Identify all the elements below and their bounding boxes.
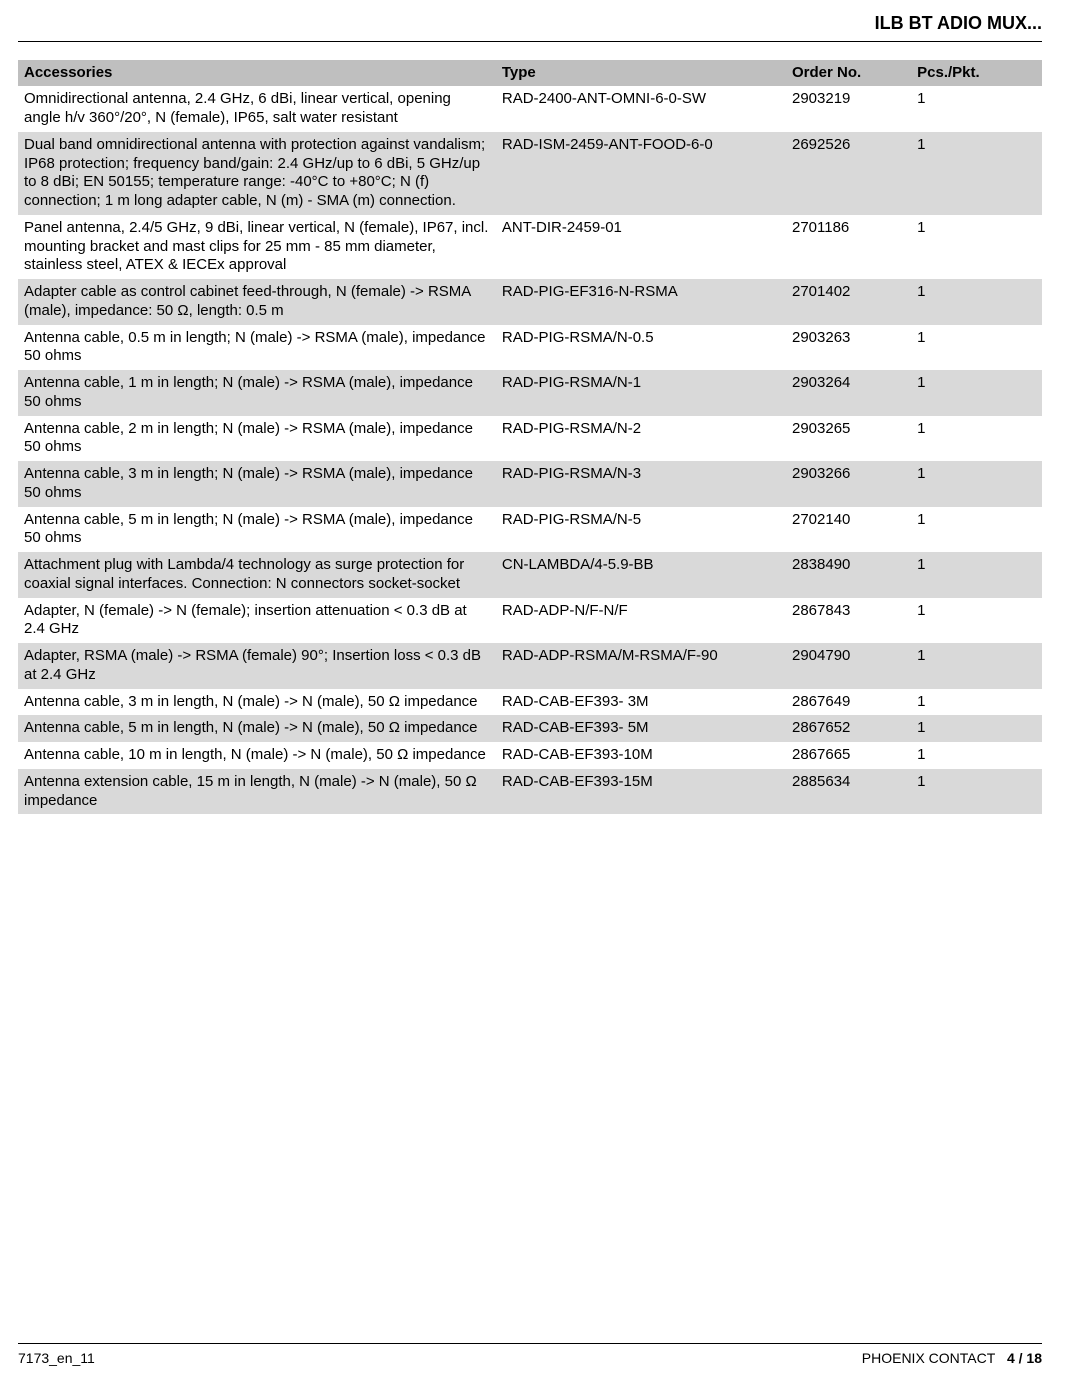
table-cell: 1 xyxy=(911,715,1042,742)
table-cell: 1 xyxy=(911,279,1042,325)
table-cell: 2903265 xyxy=(786,416,911,462)
table-cell: 2903219 xyxy=(786,86,911,132)
table-row: Antenna cable, 0.5 m in length; N (male)… xyxy=(18,325,1042,371)
footer-page-number: 4 / 18 xyxy=(1007,1350,1042,1366)
table-header-row: Accessories Type Order No. Pcs./Pkt. xyxy=(18,60,1042,87)
table-cell: 2885634 xyxy=(786,769,911,815)
table-cell: 1 xyxy=(911,132,1042,215)
table-cell: 1 xyxy=(911,325,1042,371)
table-cell: 1 xyxy=(911,507,1042,553)
table-row: Antenna cable, 10 m in length, N (male) … xyxy=(18,742,1042,769)
table-cell: 2904790 xyxy=(786,643,911,689)
table-cell: 2867649 xyxy=(786,689,911,716)
table-cell: 2903264 xyxy=(786,370,911,416)
footer-doc-id: 7173_en_11 xyxy=(18,1350,95,1368)
table-cell: Antenna cable, 1 m in length; N (male) -… xyxy=(18,370,496,416)
table-cell: Antenna cable, 3 m in length, N (male) -… xyxy=(18,689,496,716)
table-cell: RAD-ISM-2459-ANT-FOOD-6-0 xyxy=(496,132,786,215)
table-cell: Antenna cable, 3 m in length; N (male) -… xyxy=(18,461,496,507)
table-row: Antenna cable, 3 m in length; N (male) -… xyxy=(18,461,1042,507)
table-row: Antenna cable, 5 m in length, N (male) -… xyxy=(18,715,1042,742)
table-cell: RAD-PIG-EF316-N-RSMA xyxy=(496,279,786,325)
table-cell: Antenna cable, 10 m in length, N (male) … xyxy=(18,742,496,769)
table-cell: Adapter, RSMA (male) -> RSMA (female) 90… xyxy=(18,643,496,689)
table-cell: RAD-PIG-RSMA/N-5 xyxy=(496,507,786,553)
col-header-order-no: Order No. xyxy=(786,60,911,87)
table-cell: RAD-PIG-RSMA/N-2 xyxy=(496,416,786,462)
table-row: Antenna extension cable, 15 m in length,… xyxy=(18,769,1042,815)
table-cell: 2903263 xyxy=(786,325,911,371)
col-header-accessories: Accessories xyxy=(18,60,496,87)
table-cell: Antenna cable, 2 m in length; N (male) -… xyxy=(18,416,496,462)
table-cell: 1 xyxy=(911,598,1042,644)
table-cell: 2903266 xyxy=(786,461,911,507)
table-cell: 2867665 xyxy=(786,742,911,769)
table-cell: Adapter, N (female) -> N (female); inser… xyxy=(18,598,496,644)
table-cell: 2867652 xyxy=(786,715,911,742)
table-cell: RAD-CAB-EF393- 5M xyxy=(496,715,786,742)
table-row: Adapter, RSMA (male) -> RSMA (female) 90… xyxy=(18,643,1042,689)
table-cell: 1 xyxy=(911,86,1042,132)
table-cell: RAD-CAB-EF393-15M xyxy=(496,769,786,815)
table-cell: 1 xyxy=(911,215,1042,279)
table-cell: RAD-2400-ANT-OMNI-6-0-SW xyxy=(496,86,786,132)
table-row: Antenna cable, 1 m in length; N (male) -… xyxy=(18,370,1042,416)
table-cell: RAD-CAB-EF393-10M xyxy=(496,742,786,769)
table-cell: 1 xyxy=(911,461,1042,507)
table-row: Antenna cable, 5 m in length; N (male) -… xyxy=(18,507,1042,553)
table-cell: 1 xyxy=(911,742,1042,769)
footer-company: PHOENIX CONTACT xyxy=(862,1350,996,1366)
table-cell: 2867843 xyxy=(786,598,911,644)
table-cell: ANT-DIR-2459-01 xyxy=(496,215,786,279)
table-cell: RAD-PIG-RSMA/N-0.5 xyxy=(496,325,786,371)
table-cell: Adapter cable as control cabinet feed-th… xyxy=(18,279,496,325)
table-cell: RAD-ADP-N/F-N/F xyxy=(496,598,786,644)
table-cell: RAD-PIG-RSMA/N-1 xyxy=(496,370,786,416)
accessories-table: Accessories Type Order No. Pcs./Pkt. Omn… xyxy=(18,60,1042,815)
col-header-type: Type xyxy=(496,60,786,87)
table-cell: 2838490 xyxy=(786,552,911,598)
table-cell: 1 xyxy=(911,370,1042,416)
footer: 7173_en_11 PHOENIX CONTACT 4 / 18 xyxy=(18,1343,1042,1368)
table-cell: Panel antenna, 2.4/5 GHz, 9 dBi, linear … xyxy=(18,215,496,279)
table-cell: 2701402 xyxy=(786,279,911,325)
table-row: Dual band omnidirectional antenna with p… xyxy=(18,132,1042,215)
table-row: Panel antenna, 2.4/5 GHz, 9 dBi, linear … xyxy=(18,215,1042,279)
table-cell: RAD-CAB-EF393- 3M xyxy=(496,689,786,716)
table-cell: 1 xyxy=(911,769,1042,815)
table-row: Adapter, N (female) -> N (female); inser… xyxy=(18,598,1042,644)
table-cell: RAD-ADP-RSMA/M-RSMA/F-90 xyxy=(496,643,786,689)
table-cell: Dual band omnidirectional antenna with p… xyxy=(18,132,496,215)
table-cell: Antenna cable, 5 m in length, N (male) -… xyxy=(18,715,496,742)
table-row: Omnidirectional antenna, 2.4 GHz, 6 dBi,… xyxy=(18,86,1042,132)
table-cell: Omnidirectional antenna, 2.4 GHz, 6 dBi,… xyxy=(18,86,496,132)
table-cell: Attachment plug with Lambda/4 technology… xyxy=(18,552,496,598)
table-row: Adapter cable as control cabinet feed-th… xyxy=(18,279,1042,325)
table-cell: 2702140 xyxy=(786,507,911,553)
table-row: Antenna cable, 2 m in length; N (male) -… xyxy=(18,416,1042,462)
footer-right: PHOENIX CONTACT 4 / 18 xyxy=(862,1350,1042,1368)
table-cell: 2701186 xyxy=(786,215,911,279)
table-cell: CN-LAMBDA/4-5.9-BB xyxy=(496,552,786,598)
table-cell: Antenna cable, 5 m in length; N (male) -… xyxy=(18,507,496,553)
table-cell: 1 xyxy=(911,689,1042,716)
table-cell: 1 xyxy=(911,416,1042,462)
table-cell: Antenna cable, 0.5 m in length; N (male)… xyxy=(18,325,496,371)
table-cell: 1 xyxy=(911,552,1042,598)
table-cell: RAD-PIG-RSMA/N-3 xyxy=(496,461,786,507)
page-title: ILB BT ADIO MUX... xyxy=(18,0,1042,42)
table-cell: 2692526 xyxy=(786,132,911,215)
table-row: Antenna cable, 3 m in length, N (male) -… xyxy=(18,689,1042,716)
col-header-pcs-pkt: Pcs./Pkt. xyxy=(911,60,1042,87)
table-cell: Antenna extension cable, 15 m in length,… xyxy=(18,769,496,815)
table-row: Attachment plug with Lambda/4 technology… xyxy=(18,552,1042,598)
table-cell: 1 xyxy=(911,643,1042,689)
